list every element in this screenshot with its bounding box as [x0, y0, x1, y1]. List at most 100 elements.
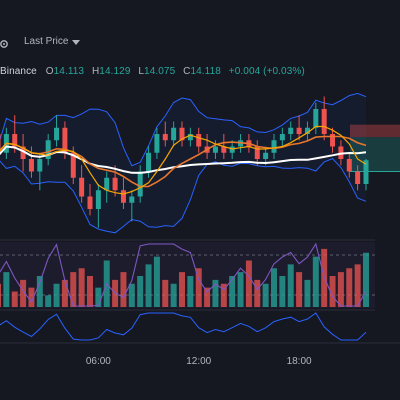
volume-bar	[337, 272, 344, 307]
ma-slow-line	[0, 145, 367, 174]
volume-bar	[354, 264, 361, 307]
candle-body	[20, 146, 26, 159]
volume-bar	[11, 291, 18, 307]
volume-bar	[70, 272, 77, 307]
gear-icon[interactable]	[0, 38, 10, 50]
candle-body	[346, 159, 352, 172]
change-value: +0.004 (+0.03%)	[228, 66, 305, 77]
ma-fast-line	[0, 125, 367, 195]
price-source-dropdown[interactable]: Last Price	[24, 36, 81, 47]
candle-body	[296, 127, 302, 134]
candle-body	[321, 109, 327, 134]
volume-bar	[296, 272, 303, 307]
volume-bar	[45, 295, 52, 307]
volume-bar	[212, 279, 219, 307]
volume-bar	[179, 272, 185, 307]
candle-body	[137, 171, 143, 197]
candle-body	[12, 134, 18, 147]
candle-body	[70, 152, 76, 178]
chevron-down-icon	[72, 39, 81, 45]
volume-bar	[145, 264, 152, 307]
volume-bar	[254, 279, 261, 307]
volume-bar	[61, 279, 68, 307]
volume-bar	[95, 287, 102, 307]
volume-bar	[262, 283, 269, 307]
volume-bar	[237, 272, 244, 307]
volume-bar	[128, 283, 135, 307]
open-label: O	[45, 66, 54, 77]
ohlc-legend: Binance O14.113 H14.129 L14.075 C14.118 …	[0, 66, 310, 77]
volume-bar	[137, 276, 144, 307]
bollinger-lower-line	[0, 158, 367, 234]
volume-bar	[162, 279, 169, 307]
candle-body	[288, 127, 294, 134]
volume-bar	[363, 252, 369, 307]
close-label: C	[183, 66, 191, 77]
oscillator-line	[0, 312, 367, 341]
candle-body	[187, 134, 193, 141]
candle-body	[304, 127, 310, 134]
candle-body	[279, 134, 285, 141]
volume-bar	[245, 260, 252, 307]
volume-bar	[28, 287, 35, 307]
volume-bar	[220, 283, 227, 307]
candle-body	[154, 134, 160, 153]
candle-body	[87, 196, 93, 209]
candle-body	[171, 127, 177, 141]
volume-bar	[279, 276, 286, 307]
candle-body	[313, 109, 319, 128]
chart-toolbar: Last Price	[0, 30, 400, 56]
exchange-name: Binance	[0, 66, 37, 77]
candle-body	[212, 146, 218, 153]
ma-mid-line	[0, 135, 367, 188]
candle-body	[95, 190, 101, 209]
candle-body	[62, 127, 68, 153]
candle-body	[179, 127, 185, 141]
price-source-label: Last Price	[24, 36, 69, 47]
volume-bar	[287, 264, 294, 307]
low-value: 14.075	[144, 66, 176, 77]
volume-bar	[153, 256, 160, 307]
x-tick-label: 12:00	[186, 356, 211, 367]
volume-bar	[78, 268, 85, 307]
candle-body	[162, 134, 168, 141]
candle-body	[271, 140, 277, 153]
volume-bar	[204, 287, 211, 307]
volume-bar	[271, 268, 277, 307]
candle-body	[263, 152, 269, 159]
candle-body	[112, 177, 118, 191]
volume-bar	[20, 279, 27, 307]
candle-body	[146, 152, 152, 172]
volume-bar	[53, 283, 60, 307]
volume-bar	[304, 279, 311, 307]
bollinger-upper-line	[0, 92, 367, 167]
candle-body	[120, 190, 126, 203]
volume-bar	[3, 272, 10, 307]
candle-body	[330, 134, 336, 147]
candle-body	[0, 134, 1, 153]
candle-body	[129, 196, 135, 203]
candle-body	[254, 146, 260, 159]
volume-bar	[120, 272, 127, 307]
high-value: 14.129	[99, 66, 131, 77]
candle-body	[45, 140, 51, 159]
low-label: L	[138, 66, 145, 77]
candle-body	[229, 146, 235, 153]
volume-bar	[346, 268, 353, 307]
close-value: 14.118	[190, 66, 221, 77]
high-label: H	[91, 66, 100, 77]
open-value: 14.113	[53, 66, 85, 77]
volume-bar	[312, 256, 319, 307]
x-tick-label: 06:00	[86, 356, 111, 367]
candle-body	[104, 177, 110, 191]
x-tick-label: 18:00	[287, 356, 312, 367]
candle-body	[37, 159, 43, 172]
candle-body	[221, 146, 227, 153]
volume-bar	[329, 276, 336, 307]
candle-body	[28, 159, 34, 172]
volume-bar	[36, 276, 43, 307]
candle-body	[54, 127, 60, 141]
candle-body	[196, 134, 202, 147]
volume-bar	[170, 283, 177, 307]
